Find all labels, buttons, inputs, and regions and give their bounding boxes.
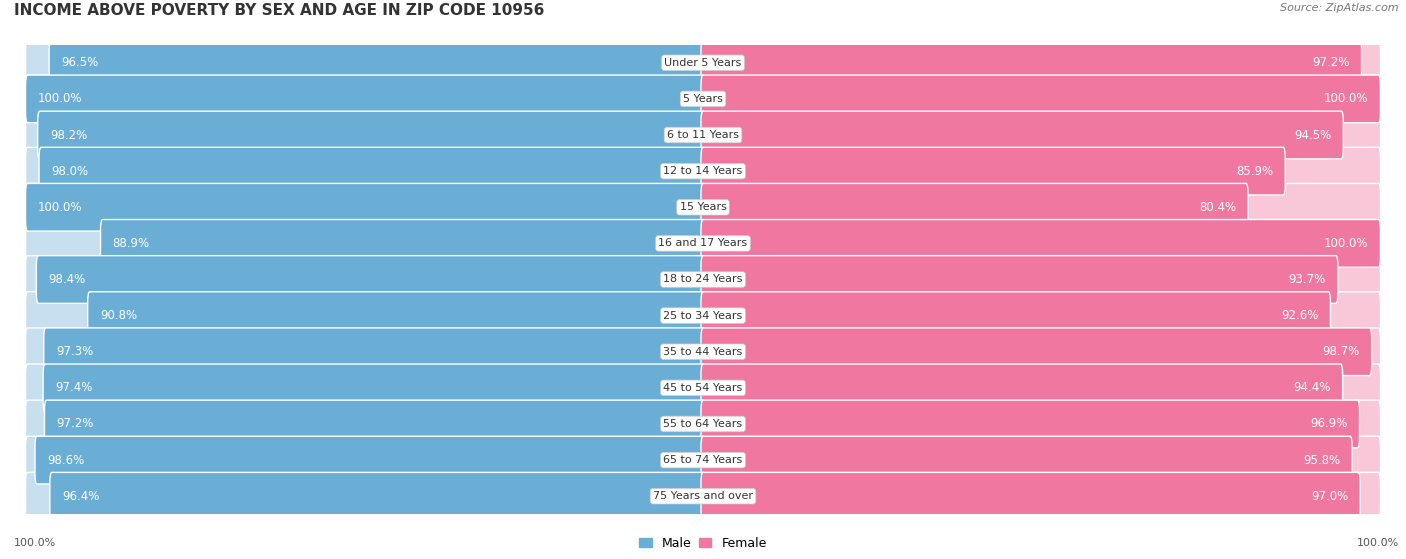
FancyBboxPatch shape — [25, 436, 704, 484]
Text: 97.2%: 97.2% — [1312, 56, 1350, 69]
FancyBboxPatch shape — [49, 39, 704, 87]
Text: 100.0%: 100.0% — [1324, 237, 1368, 250]
FancyBboxPatch shape — [25, 183, 704, 231]
Text: 98.7%: 98.7% — [1322, 345, 1360, 358]
Text: 12 to 14 Years: 12 to 14 Years — [664, 166, 742, 176]
FancyBboxPatch shape — [702, 39, 1381, 87]
Text: 65 to 74 Years: 65 to 74 Years — [664, 455, 742, 465]
Text: 97.4%: 97.4% — [55, 381, 93, 394]
Text: 75 Years and over: 75 Years and over — [652, 491, 754, 501]
FancyBboxPatch shape — [25, 220, 704, 267]
FancyBboxPatch shape — [44, 328, 704, 376]
Text: Under 5 Years: Under 5 Years — [665, 58, 741, 68]
FancyBboxPatch shape — [25, 292, 704, 339]
FancyBboxPatch shape — [702, 328, 1372, 376]
Text: 93.7%: 93.7% — [1288, 273, 1326, 286]
Text: 100.0%: 100.0% — [38, 201, 82, 214]
Text: 15 Years: 15 Years — [679, 202, 727, 212]
Text: 45 to 54 Years: 45 to 54 Years — [664, 383, 742, 393]
FancyBboxPatch shape — [702, 75, 1381, 123]
FancyBboxPatch shape — [702, 220, 1381, 267]
FancyBboxPatch shape — [702, 148, 1381, 195]
FancyBboxPatch shape — [702, 400, 1360, 448]
FancyBboxPatch shape — [25, 255, 704, 304]
FancyBboxPatch shape — [702, 400, 1381, 448]
FancyBboxPatch shape — [702, 111, 1381, 159]
FancyBboxPatch shape — [702, 436, 1381, 484]
Text: 35 to 44 Years: 35 to 44 Years — [664, 347, 742, 357]
Text: INCOME ABOVE POVERTY BY SEX AND AGE IN ZIP CODE 10956: INCOME ABOVE POVERTY BY SEX AND AGE IN Z… — [14, 3, 544, 18]
Text: 100.0%: 100.0% — [1324, 92, 1368, 106]
FancyBboxPatch shape — [702, 292, 1330, 339]
FancyBboxPatch shape — [45, 400, 704, 448]
FancyBboxPatch shape — [702, 255, 1381, 304]
Text: 88.9%: 88.9% — [112, 237, 150, 250]
Text: 90.8%: 90.8% — [100, 309, 136, 322]
FancyBboxPatch shape — [702, 364, 1381, 411]
FancyBboxPatch shape — [87, 292, 704, 339]
FancyBboxPatch shape — [702, 255, 1339, 304]
FancyBboxPatch shape — [702, 472, 1360, 520]
FancyBboxPatch shape — [25, 39, 704, 87]
Text: 25 to 34 Years: 25 to 34 Years — [664, 311, 742, 321]
FancyBboxPatch shape — [25, 400, 704, 448]
FancyBboxPatch shape — [38, 111, 704, 159]
Text: 16 and 17 Years: 16 and 17 Years — [658, 238, 748, 248]
Text: 100.0%: 100.0% — [14, 538, 56, 548]
FancyBboxPatch shape — [39, 148, 704, 195]
Text: 6 to 11 Years: 6 to 11 Years — [666, 130, 740, 140]
Text: 96.5%: 96.5% — [62, 56, 98, 69]
FancyBboxPatch shape — [35, 436, 704, 484]
FancyBboxPatch shape — [44, 364, 704, 411]
Text: 98.6%: 98.6% — [48, 453, 84, 467]
FancyBboxPatch shape — [25, 111, 704, 159]
FancyBboxPatch shape — [25, 148, 704, 195]
FancyBboxPatch shape — [25, 328, 704, 376]
Text: 95.8%: 95.8% — [1303, 453, 1340, 467]
Text: Source: ZipAtlas.com: Source: ZipAtlas.com — [1281, 3, 1399, 13]
Text: 100.0%: 100.0% — [38, 92, 82, 106]
Text: 55 to 64 Years: 55 to 64 Years — [664, 419, 742, 429]
FancyBboxPatch shape — [100, 220, 704, 267]
FancyBboxPatch shape — [49, 472, 704, 520]
Text: 94.4%: 94.4% — [1294, 381, 1330, 394]
FancyBboxPatch shape — [25, 75, 704, 123]
Legend: Male, Female: Male, Female — [634, 532, 772, 555]
Text: 92.6%: 92.6% — [1281, 309, 1319, 322]
FancyBboxPatch shape — [702, 472, 1381, 520]
FancyBboxPatch shape — [702, 39, 1361, 87]
Text: 98.4%: 98.4% — [48, 273, 86, 286]
FancyBboxPatch shape — [702, 183, 1381, 231]
Text: 80.4%: 80.4% — [1199, 201, 1236, 214]
FancyBboxPatch shape — [702, 111, 1343, 159]
FancyBboxPatch shape — [25, 364, 704, 411]
Text: 97.2%: 97.2% — [56, 418, 94, 430]
Text: 98.0%: 98.0% — [51, 165, 89, 178]
Text: 96.4%: 96.4% — [62, 490, 100, 503]
Text: 97.3%: 97.3% — [56, 345, 93, 358]
FancyBboxPatch shape — [702, 364, 1343, 411]
FancyBboxPatch shape — [702, 183, 1249, 231]
FancyBboxPatch shape — [702, 148, 1285, 195]
FancyBboxPatch shape — [702, 328, 1381, 376]
Text: 96.9%: 96.9% — [1310, 418, 1347, 430]
FancyBboxPatch shape — [37, 255, 704, 304]
Text: 5 Years: 5 Years — [683, 94, 723, 104]
Text: 97.0%: 97.0% — [1310, 490, 1348, 503]
FancyBboxPatch shape — [702, 220, 1381, 267]
FancyBboxPatch shape — [702, 292, 1381, 339]
Text: 85.9%: 85.9% — [1236, 165, 1272, 178]
FancyBboxPatch shape — [25, 472, 704, 520]
FancyBboxPatch shape — [25, 75, 704, 123]
Text: 100.0%: 100.0% — [1357, 538, 1399, 548]
FancyBboxPatch shape — [25, 183, 704, 231]
FancyBboxPatch shape — [702, 75, 1381, 123]
Text: 94.5%: 94.5% — [1294, 129, 1331, 141]
FancyBboxPatch shape — [702, 436, 1353, 484]
Text: 98.2%: 98.2% — [49, 129, 87, 141]
Text: 18 to 24 Years: 18 to 24 Years — [664, 274, 742, 285]
